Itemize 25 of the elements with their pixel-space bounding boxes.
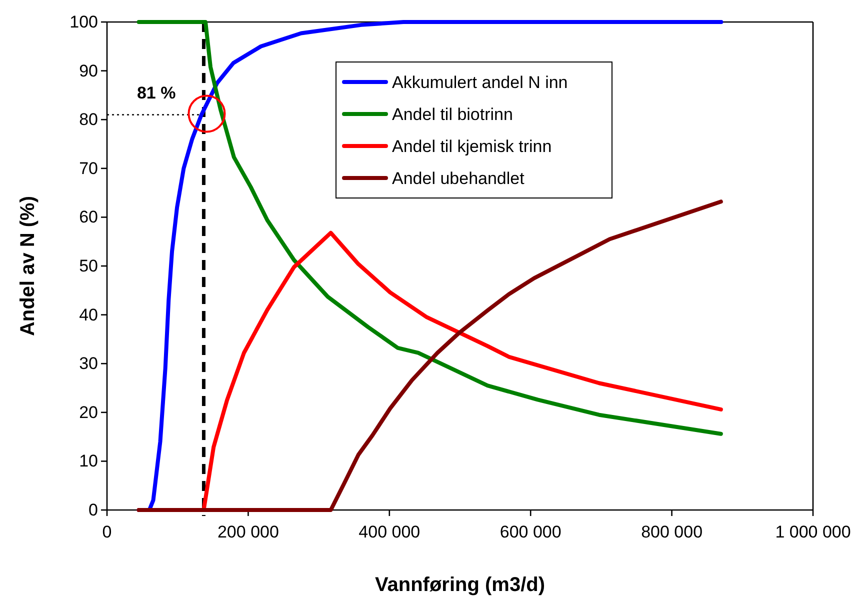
y-tick-label: 0 — [88, 500, 98, 520]
y-axis-title: Andel av N (%) — [17, 196, 39, 336]
legend-label: Akkumulert andel N inn — [392, 73, 568, 92]
y-tick-label: 30 — [79, 354, 98, 374]
legend-label: Andel ubehandlet — [392, 169, 525, 188]
legend-label: Andel til biotrinn — [392, 105, 513, 124]
y-tick-label: 50 — [79, 256, 98, 276]
x-tick-label: 600 000 — [500, 522, 562, 542]
x-tick-label: 0 — [102, 522, 112, 542]
y-tick-label: 10 — [79, 452, 98, 471]
y-tick-label: 40 — [79, 305, 98, 324]
annotation: 81 % — [136, 84, 176, 103]
x-tick-label: 200 000 — [217, 522, 279, 542]
y-tick-label: 100 — [70, 12, 98, 32]
y-tick-label: 60 — [79, 208, 98, 227]
line-series — [136, 20, 723, 436]
y-tick-label: 90 — [79, 61, 98, 80]
y-tick-label: 70 — [79, 158, 98, 178]
legend-label: Andel til kjemisk trinn — [392, 137, 552, 156]
y-tick-label: 80 — [79, 110, 98, 130]
x-axis-title: Vannføring (m3/d) — [375, 574, 545, 596]
y-tick-label: 20 — [79, 402, 98, 422]
x-tick-label: 400 000 — [358, 522, 420, 542]
x-tick-label: 800 000 — [641, 522, 703, 542]
x-tick-label: 1 000 000 — [775, 522, 851, 542]
